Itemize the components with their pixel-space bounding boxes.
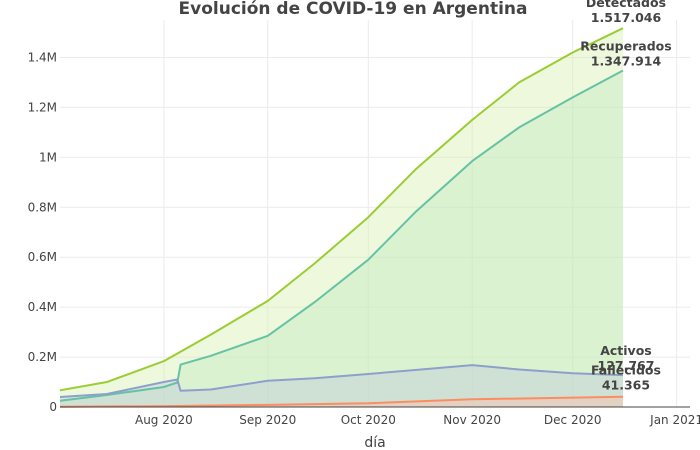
x-tick-label: Sep 2020 xyxy=(239,413,296,427)
y-tick-label: 0.6M xyxy=(28,250,57,264)
annotation-activos-label: Activos xyxy=(600,343,652,358)
annotation-activos-value: 127.767 xyxy=(598,358,655,373)
annotation-fallecidos-label: Fallecidos xyxy=(591,363,661,378)
y-tick-label: 0 xyxy=(49,400,57,414)
x-tick-label: Dec 2020 xyxy=(544,413,602,427)
y-tick-label: 1.2M xyxy=(28,100,57,114)
area-activos xyxy=(60,365,623,407)
annotation-detectados-label: Detectados xyxy=(586,0,666,10)
annotation-detectados-value: 1.517.046 xyxy=(591,10,662,25)
y-tick-label: 0.4M xyxy=(28,300,57,314)
y-tick-label: 0.8M xyxy=(28,200,57,214)
y-axis-ticks: 0 0.2M 0.4M 0.6M 0.8M 1M 1.2M 1.4M xyxy=(28,50,57,414)
series-areas xyxy=(60,28,623,407)
x-tick-label: Nov 2020 xyxy=(443,413,501,427)
y-tick-label: 1.4M xyxy=(28,50,57,64)
annotation-recuperados-value: 1.347.914 xyxy=(591,53,662,68)
line-detectados xyxy=(59,27,624,392)
gridlines xyxy=(60,20,690,407)
x-tick-label: Jan 2021 xyxy=(649,413,700,427)
series-lines xyxy=(59,27,624,408)
x-axis-title: día xyxy=(364,435,385,450)
area-recuperados xyxy=(60,70,623,407)
area-detectados xyxy=(60,28,623,407)
x-tick-label: Aug 2020 xyxy=(135,413,193,427)
x-axis-ticks: Aug 2020 Sep 2020 Oct 2020 Nov 2020 Dec 2020… xyxy=(135,413,700,427)
y-tick-label: 0.2M xyxy=(28,350,57,364)
chart-title: Evolución de COVID-19 en Argentina xyxy=(179,0,528,19)
line-activos xyxy=(59,364,624,398)
line-fallecidos xyxy=(59,395,624,408)
line-recuperados xyxy=(59,69,624,402)
annotation-fallecidos-value: 41.365 xyxy=(602,378,650,393)
y-tick-label: 1M xyxy=(39,150,57,164)
x-tick-label: Oct 2020 xyxy=(341,413,396,427)
annotation-recuperados-label: Recuperados xyxy=(580,38,671,53)
